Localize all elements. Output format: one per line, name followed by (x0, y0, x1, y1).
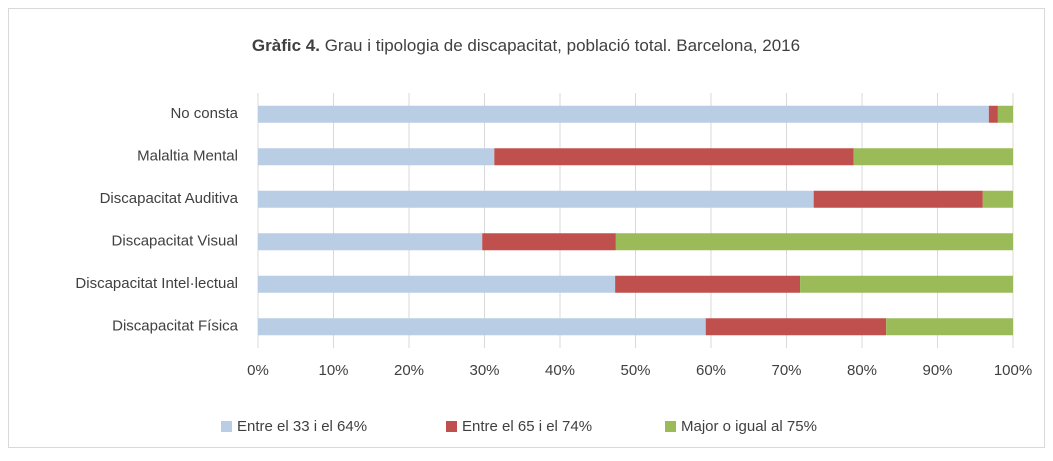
y-tick-label: Malaltia Mental (137, 148, 238, 165)
y-tick-label: Discapacitat Intel·lectual (75, 275, 238, 292)
bar-segment (482, 233, 616, 251)
x-tick-label: 0% (247, 362, 269, 379)
bar-segment (705, 318, 887, 336)
x-tick-label: 60% (696, 362, 726, 379)
bar-segment (886, 318, 1013, 336)
legend-label: Entre el 65 i el 74% (462, 418, 592, 435)
x-tick-label: 20% (394, 362, 424, 379)
bar-segment (813, 190, 983, 208)
y-tick-label: Discapacitat Auditiva (100, 190, 239, 207)
bar-segment (258, 275, 616, 293)
y-tick-label: Discapacitat Visual (112, 233, 238, 250)
x-tick-label: 30% (469, 362, 499, 379)
bar-segment (853, 148, 1013, 166)
title-label: Gràfic 4. (252, 36, 320, 55)
y-tick-label: No consta (170, 105, 238, 122)
x-tick-label: 50% (620, 362, 650, 379)
y-tick-label: Discapacitat Física (112, 318, 239, 335)
legend-label: Major o igual al 75% (681, 418, 817, 435)
bar-segment (615, 275, 801, 293)
bar-segment (982, 190, 1013, 208)
x-tick-label: 100% (994, 362, 1032, 379)
x-tick-label: 40% (545, 362, 575, 379)
x-tick-label: 10% (318, 362, 348, 379)
title-text: Grau i tipologia de discapacitat, poblac… (325, 36, 800, 55)
bar-segment (258, 148, 495, 166)
bar-segment (615, 233, 1013, 251)
x-tick-label: 90% (922, 362, 952, 379)
bar-segment (258, 233, 483, 251)
x-tick-label: 70% (771, 362, 801, 379)
bar-segment (258, 318, 706, 336)
legend-label: Entre el 33 i el 64% (237, 418, 367, 435)
bar-segment (988, 105, 998, 123)
bar-segment (997, 105, 1013, 123)
chart-title: Gràfic 4. Grau i tipologia de discapacit… (252, 36, 800, 55)
legend-swatch (665, 421, 676, 432)
bar-segment (800, 275, 1013, 293)
bar-segment (494, 148, 854, 166)
x-tick-label: 80% (847, 362, 877, 379)
chart-border (8, 8, 1045, 448)
legend-swatch (221, 421, 232, 432)
legend-swatch (446, 421, 457, 432)
bar-segment (258, 105, 989, 123)
bar-segment (258, 190, 814, 208)
